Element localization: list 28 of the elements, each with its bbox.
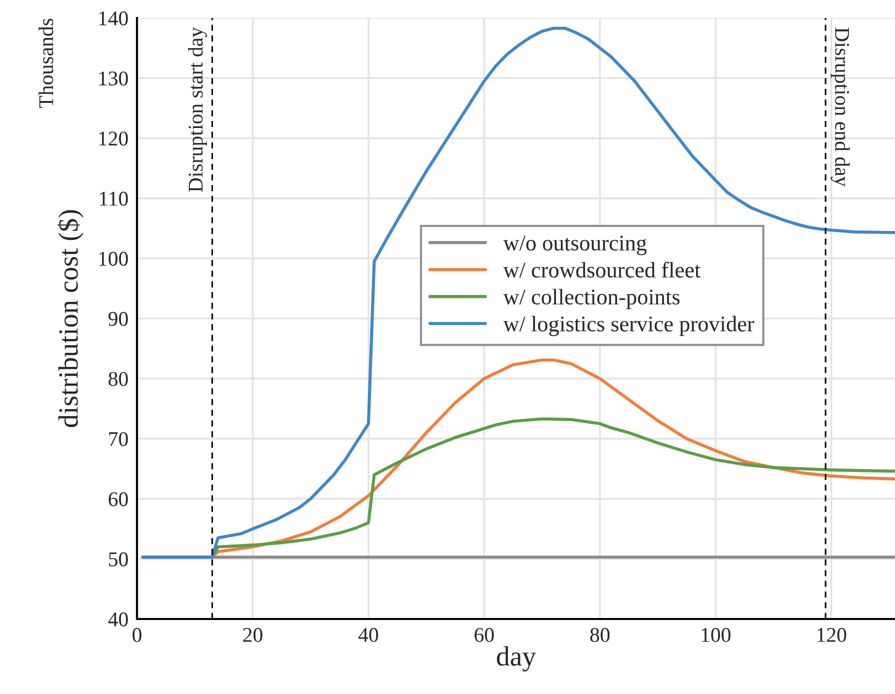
x-axis-title: day xyxy=(496,646,536,672)
line-series xyxy=(141,26,895,559)
y-tick-label: 70 xyxy=(109,432,128,446)
y-tick-label: 120 xyxy=(99,132,128,146)
y-tick-label: 50 xyxy=(109,552,128,566)
ref-line-label: Disruption start day xyxy=(188,27,208,192)
x-tick-label: 60 xyxy=(474,628,494,642)
x-tick-label: 0 xyxy=(132,628,142,642)
text: Thousands xyxy=(38,18,54,108)
y-tick-label: 40 xyxy=(108,612,128,626)
y-tick-label: 60 xyxy=(108,492,128,506)
y-tick-label: 80 xyxy=(108,372,128,386)
x-tick-label: 80 xyxy=(590,628,610,642)
legend-label: w/o outsourcing xyxy=(503,236,647,256)
x-tick-label: 100 xyxy=(702,628,730,642)
x-tick-label: 20 xyxy=(243,628,262,642)
y-tick-label: 110 xyxy=(100,192,128,206)
y-tick-label: 90 xyxy=(108,312,128,326)
y-tick-label: 140 xyxy=(99,11,128,26)
legend-label: w/ crowdsourced fleet xyxy=(503,262,701,278)
x-tick-label: 40 xyxy=(358,628,378,642)
legend-label: w/ logistics service provider xyxy=(503,316,754,336)
y-tick-label: 100 xyxy=(99,252,128,266)
ref-line-label: Disruption end day xyxy=(830,28,850,187)
y-tick-label: 130 xyxy=(99,71,128,86)
legend-label: w/ collection-points xyxy=(503,288,680,310)
x-tick-label: 120 xyxy=(818,628,846,642)
y-axis-title: distribution cost ($) xyxy=(58,210,84,428)
